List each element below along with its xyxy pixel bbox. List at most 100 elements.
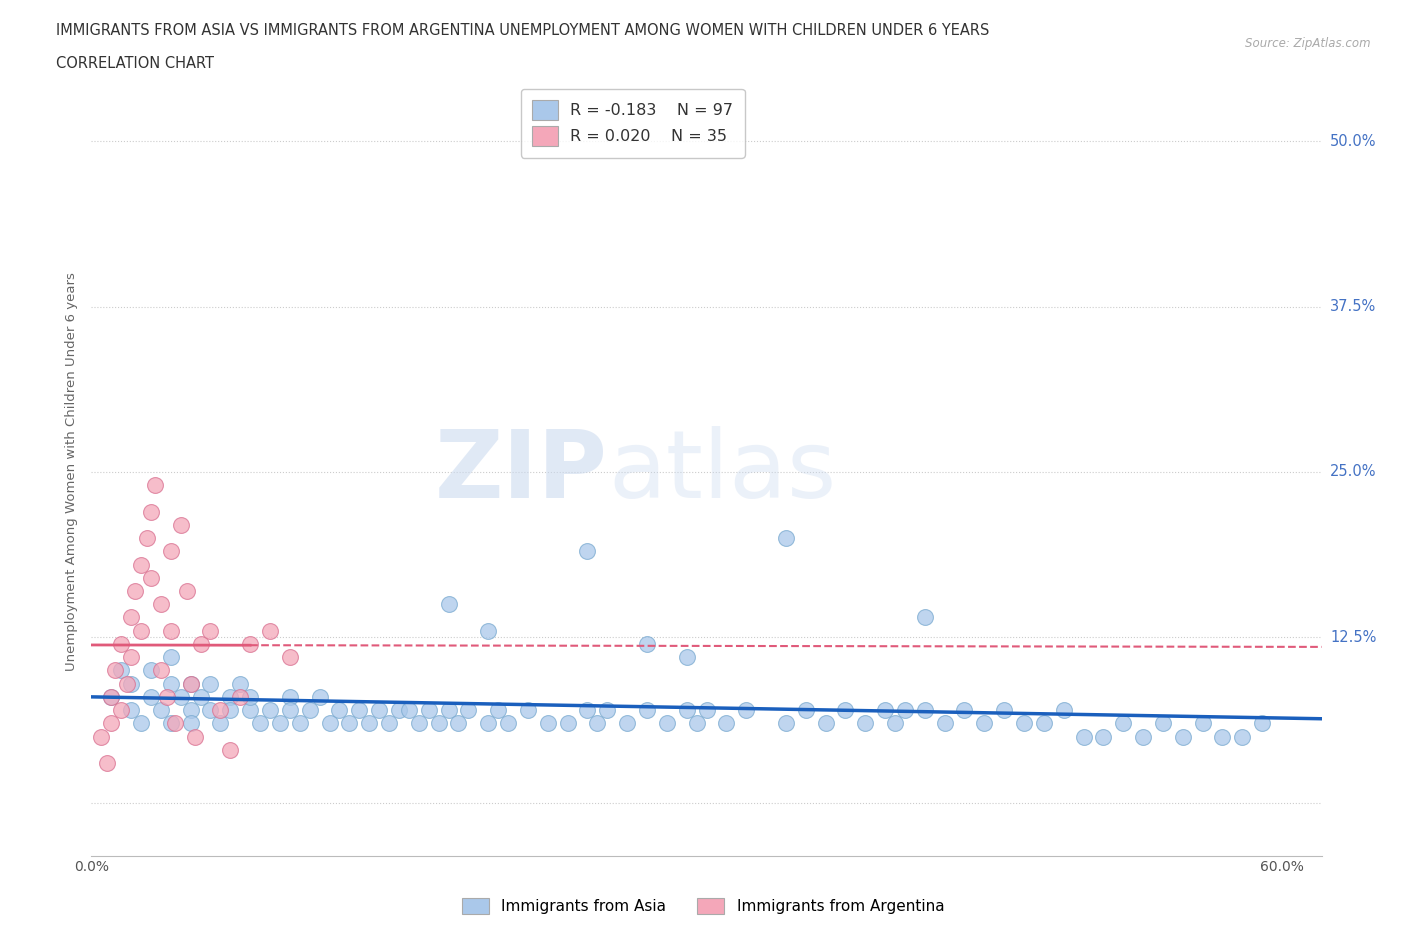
Y-axis label: Unemployment Among Women with Children Under 6 years: Unemployment Among Women with Children U… <box>65 272 79 671</box>
Point <box>278 650 301 665</box>
Point <box>1053 703 1076 718</box>
Point <box>239 703 262 718</box>
Point <box>408 716 430 731</box>
Point <box>278 689 301 704</box>
Point <box>695 703 717 718</box>
Point <box>308 689 330 704</box>
Point <box>139 504 162 519</box>
Point <box>586 716 609 731</box>
Point <box>914 610 936 625</box>
Point <box>159 623 181 638</box>
Point <box>110 636 132 651</box>
Point <box>1232 729 1254 744</box>
Point <box>775 716 797 731</box>
Point <box>337 716 360 731</box>
Point <box>209 716 232 731</box>
Point <box>156 689 179 704</box>
Point <box>159 650 181 665</box>
Point <box>239 689 262 704</box>
Point <box>200 703 222 718</box>
Point <box>576 544 599 559</box>
Point <box>259 703 281 718</box>
Point <box>159 716 181 731</box>
Point <box>100 689 122 704</box>
Point <box>675 703 697 718</box>
Point <box>557 716 579 731</box>
Point <box>973 716 995 731</box>
Point <box>359 716 381 731</box>
Legend: Immigrants from Asia, Immigrants from Argentina: Immigrants from Asia, Immigrants from Ar… <box>456 892 950 921</box>
Point <box>636 703 658 718</box>
Point <box>200 676 222 691</box>
Point <box>775 531 797 546</box>
Point <box>675 650 697 665</box>
Text: 25.0%: 25.0% <box>1330 464 1376 480</box>
Point <box>378 716 401 731</box>
Point <box>120 650 142 665</box>
Point <box>139 689 162 704</box>
Point <box>1012 716 1035 731</box>
Point <box>616 716 638 731</box>
Text: 37.5%: 37.5% <box>1330 299 1376 314</box>
Point <box>170 517 193 532</box>
Point <box>875 703 897 718</box>
Point <box>180 716 202 731</box>
Point <box>814 716 837 731</box>
Point <box>427 716 450 731</box>
Point <box>159 544 181 559</box>
Point <box>180 676 202 691</box>
Point <box>124 584 146 599</box>
Point <box>794 703 817 718</box>
Point <box>418 703 440 718</box>
Point <box>884 716 907 731</box>
Point <box>1032 716 1054 731</box>
Point <box>176 584 198 599</box>
Point <box>953 703 976 718</box>
Point <box>143 478 166 493</box>
Point <box>993 703 1015 718</box>
Point <box>90 729 112 744</box>
Point <box>104 663 127 678</box>
Point <box>1171 729 1194 744</box>
Point <box>149 703 172 718</box>
Point <box>136 531 159 546</box>
Point <box>934 716 956 731</box>
Point <box>1132 729 1154 744</box>
Point <box>120 676 142 691</box>
Point <box>149 663 172 678</box>
Point <box>1211 729 1233 744</box>
Point <box>159 676 181 691</box>
Point <box>716 716 738 731</box>
Point <box>183 729 205 744</box>
Point <box>1073 729 1095 744</box>
Point <box>100 689 122 704</box>
Point <box>447 716 470 731</box>
Point <box>437 597 460 612</box>
Point <box>318 716 340 731</box>
Text: ZIP: ZIP <box>436 426 607 518</box>
Point <box>1251 716 1274 731</box>
Point <box>120 610 142 625</box>
Point <box>398 703 420 718</box>
Point <box>1152 716 1174 731</box>
Point <box>349 703 371 718</box>
Point <box>853 716 876 731</box>
Point <box>477 716 499 731</box>
Text: CORRELATION CHART: CORRELATION CHART <box>56 56 214 71</box>
Point <box>229 689 252 704</box>
Point <box>129 623 152 638</box>
Point <box>516 703 538 718</box>
Point <box>120 703 142 718</box>
Point <box>170 689 193 704</box>
Point <box>190 689 212 704</box>
Point <box>596 703 619 718</box>
Point <box>129 557 152 572</box>
Text: 12.5%: 12.5% <box>1330 630 1376 644</box>
Point <box>149 597 172 612</box>
Point <box>163 716 186 731</box>
Point <box>537 716 560 731</box>
Point <box>914 703 936 718</box>
Point <box>477 623 499 638</box>
Point <box>219 742 242 757</box>
Point <box>180 703 202 718</box>
